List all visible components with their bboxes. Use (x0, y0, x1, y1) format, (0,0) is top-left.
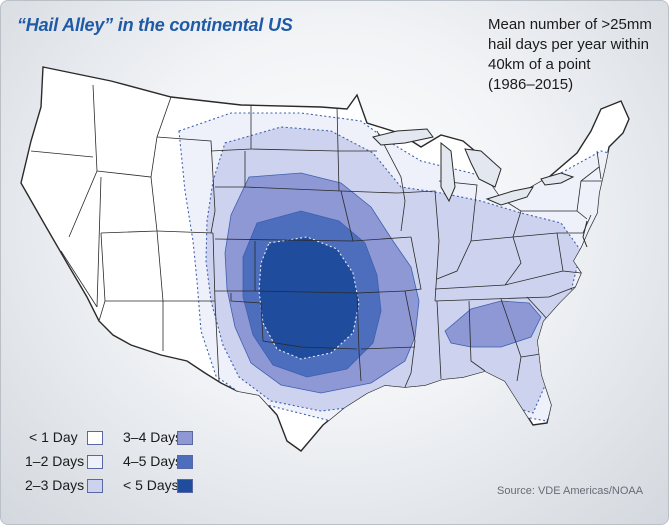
legend-swatch (87, 455, 103, 469)
legend-label: 1–2 Days (25, 453, 85, 469)
legend-item: < 1 Day (25, 429, 225, 449)
legend-item: 1–2 Days (25, 453, 225, 473)
legend-label: 2–3 Days (25, 477, 85, 493)
description-line: 40km of a point (488, 56, 591, 73)
description-line: Mean number of >25mm (488, 16, 652, 33)
zone-over-5-days (258, 236, 360, 360)
legend-label: < 1 Day (29, 429, 78, 445)
legend-label: 4–5 Days (123, 453, 183, 469)
legend-swatch (177, 431, 193, 445)
legend-item: 3–4 Days (123, 429, 323, 449)
legend-swatch (177, 479, 193, 493)
legend-label: < 5 Days (123, 477, 179, 493)
legend-swatch (87, 431, 103, 445)
legend-swatch (177, 455, 193, 469)
legend-label: 3–4 Days (123, 429, 183, 445)
hail-zones (178, 112, 629, 422)
map-title: “Hail Alley” in the continental US (17, 15, 293, 35)
source-credit: Source: VDE Americas/NOAA (497, 485, 644, 497)
legend-item: < 5 Days (123, 477, 323, 497)
description-line: hail days per year within (488, 36, 649, 53)
chesapeake-bay (582, 220, 588, 248)
description-line: (1986–2015) (488, 76, 574, 93)
legend-swatch (87, 479, 103, 493)
legend-item: 4–5 Days (123, 453, 323, 473)
map-description: Mean number of >25mm hail days per year … (488, 15, 658, 95)
legend-item: 2–3 Days (25, 477, 225, 497)
state-borders (30, 84, 614, 388)
great-lakes (372, 128, 575, 206)
